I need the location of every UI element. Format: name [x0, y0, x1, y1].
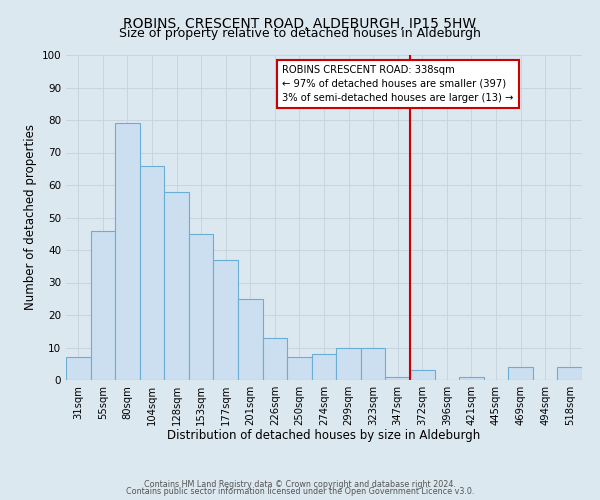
- Text: ROBINS CRESCENT ROAD: 338sqm
← 97% of detached houses are smaller (397)
3% of se: ROBINS CRESCENT ROAD: 338sqm ← 97% of de…: [282, 64, 514, 103]
- Bar: [140, 166, 164, 380]
- Bar: [508, 367, 533, 380]
- Bar: [164, 192, 189, 380]
- Bar: [214, 260, 238, 380]
- Bar: [336, 348, 361, 380]
- Bar: [66, 357, 91, 380]
- Bar: [263, 338, 287, 380]
- Text: Contains public sector information licensed under the Open Government Licence v3: Contains public sector information licen…: [126, 487, 474, 496]
- Text: ROBINS, CRESCENT ROAD, ALDEBURGH, IP15 5HW: ROBINS, CRESCENT ROAD, ALDEBURGH, IP15 5…: [124, 18, 476, 32]
- Bar: [91, 230, 115, 380]
- Bar: [410, 370, 434, 380]
- Bar: [459, 377, 484, 380]
- Bar: [557, 367, 582, 380]
- Bar: [189, 234, 214, 380]
- Bar: [385, 377, 410, 380]
- Bar: [238, 298, 263, 380]
- Text: Size of property relative to detached houses in Aldeburgh: Size of property relative to detached ho…: [119, 28, 481, 40]
- Bar: [287, 357, 312, 380]
- Bar: [361, 348, 385, 380]
- X-axis label: Distribution of detached houses by size in Aldeburgh: Distribution of detached houses by size …: [167, 430, 481, 442]
- Bar: [312, 354, 336, 380]
- Y-axis label: Number of detached properties: Number of detached properties: [25, 124, 37, 310]
- Text: Contains HM Land Registry data © Crown copyright and database right 2024.: Contains HM Land Registry data © Crown c…: [144, 480, 456, 489]
- Bar: [115, 123, 140, 380]
